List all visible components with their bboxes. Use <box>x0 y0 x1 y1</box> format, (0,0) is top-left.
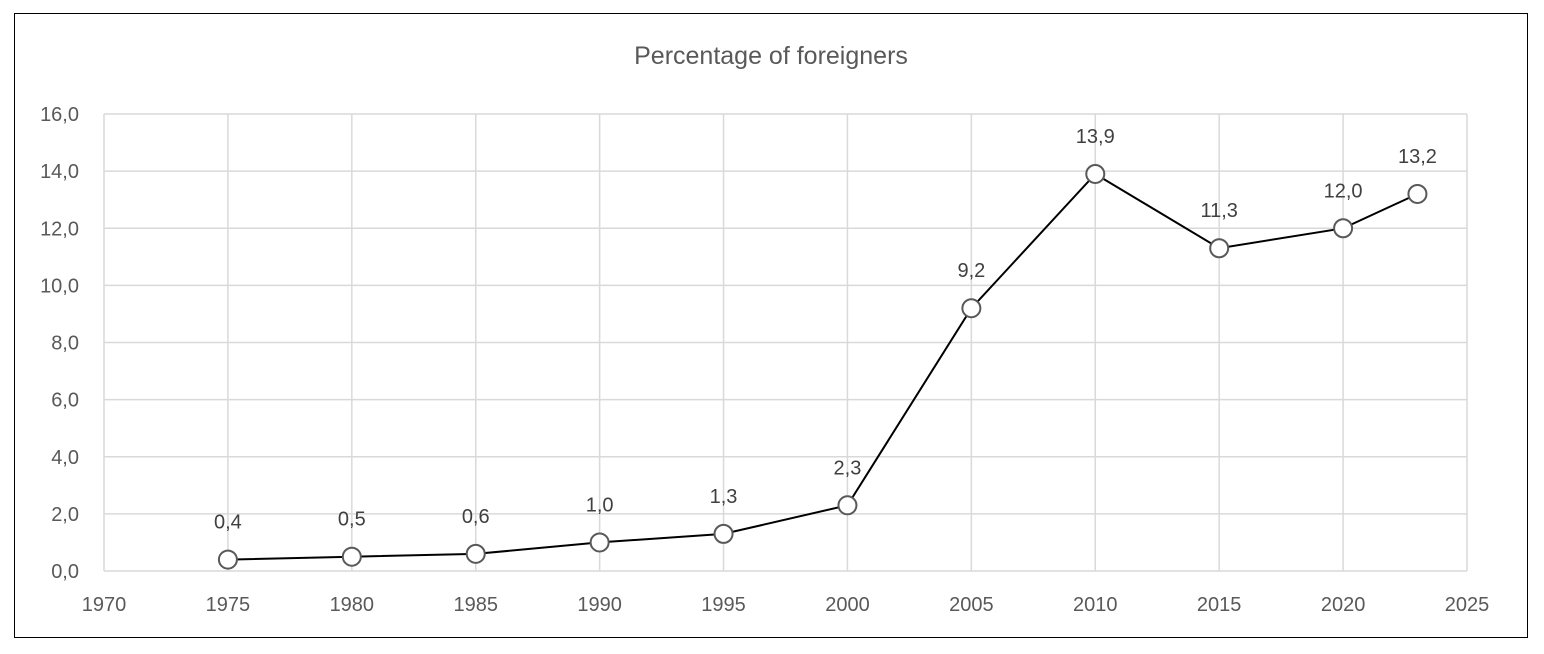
data-label: 2,3 <box>834 457 862 479</box>
data-point-marker <box>1085 163 1106 184</box>
x-tick-label: 2015 <box>1197 594 1242 616</box>
y-tick-label: 16,0 <box>40 104 79 126</box>
data-label: 1,0 <box>586 494 614 516</box>
x-tick-label: 2020 <box>1321 594 1366 616</box>
y-tick-label: 12,0 <box>40 218 79 240</box>
series-group <box>217 163 1428 570</box>
y-tick-label: 2,0 <box>51 504 79 526</box>
y-tick-label: 4,0 <box>51 447 79 469</box>
data-label: 0,6 <box>462 506 490 528</box>
y-tick-label: 8,0 <box>51 333 79 355</box>
data-point-marker <box>1333 218 1354 239</box>
data-point-marker <box>1209 238 1230 259</box>
data-point-marker <box>217 549 238 570</box>
data-label: 12,0 <box>1324 180 1363 202</box>
data-label: 9,2 <box>957 260 985 282</box>
x-tick-label: 2005 <box>949 594 994 616</box>
x-axis-ticks: 1970 1975 1980 1985 1990 1995 2000 2005 2010 2015… <box>82 594 1490 616</box>
data-point-marker <box>1407 183 1428 204</box>
x-tick-label: 1975 <box>206 594 251 616</box>
data-label: 1,3 <box>710 486 738 508</box>
x-tick-label: 2000 <box>825 594 870 616</box>
y-tick-label: 14,0 <box>40 161 79 183</box>
data-label: 13,2 <box>1398 146 1437 168</box>
chart-title: Percentage of foreigners <box>634 42 908 70</box>
series-line <box>227 172 1418 561</box>
data-label: 0,4 <box>214 512 242 534</box>
data-point-marker <box>713 523 734 544</box>
y-tick-label: 10,0 <box>40 275 79 297</box>
x-tick-label: 1970 <box>82 594 127 616</box>
data-label: 11,3 <box>1200 200 1237 222</box>
data-point-marker <box>341 546 362 567</box>
x-tick-label: 1990 <box>577 594 622 616</box>
data-labels: 0,4 0,5 0,6 1,0 1,3 2,3 9,2 13,9 11,3 12,0 13,2 <box>214 126 1437 534</box>
data-point-marker <box>589 532 610 553</box>
x-tick-label: 1995 <box>701 594 746 616</box>
data-point-marker <box>837 495 858 516</box>
x-tick-label: 1985 <box>453 594 498 616</box>
x-tick-label: 1980 <box>330 594 375 616</box>
chart-frame <box>14 13 1528 638</box>
data-label: 0,5 <box>338 509 366 531</box>
data-label: 13,9 <box>1076 126 1115 148</box>
data-point-marker <box>961 298 982 319</box>
x-tick-label: 2025 <box>1445 594 1490 616</box>
y-tick-label: 0,0 <box>51 561 79 583</box>
y-tick-label: 6,0 <box>51 390 79 412</box>
grid-lines <box>103 113 1468 572</box>
x-tick-label: 2010 <box>1073 594 1118 616</box>
data-point-marker <box>465 543 486 564</box>
y-axis-ticks: 0,0 2,0 4,0 6,0 8,0 10,0 12,0 14,0 16,0 <box>40 104 79 583</box>
